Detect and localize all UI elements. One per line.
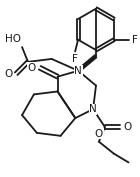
Text: O: O: [95, 129, 103, 139]
Text: O: O: [123, 122, 132, 132]
Text: O: O: [28, 63, 36, 73]
Text: N: N: [89, 104, 97, 114]
Text: HO: HO: [5, 34, 21, 44]
Text: F: F: [132, 35, 138, 45]
Text: N: N: [74, 66, 82, 76]
Text: O: O: [4, 69, 12, 79]
Text: F: F: [72, 55, 78, 64]
